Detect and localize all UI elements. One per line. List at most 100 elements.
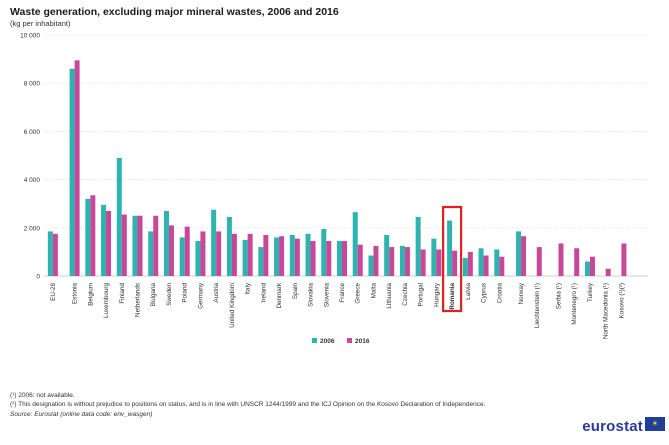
bar-2016: [605, 268, 611, 276]
bar-2016: [452, 250, 458, 276]
bar-2016: [436, 249, 442, 276]
chart-subtitle: (kg per inhabitant): [10, 19, 71, 28]
bar-2016: [420, 249, 426, 276]
bar-2006: [431, 238, 437, 276]
x-tick-label: Belgium: [87, 283, 94, 306]
bar-2016: [294, 238, 300, 276]
eurostat-logo: eurostat: [582, 418, 643, 435]
x-tick-label: Greece: [355, 283, 362, 304]
x-tick-label: Malta: [370, 283, 377, 299]
bar-2016: [279, 236, 285, 276]
x-tick-label: Latvia: [465, 283, 472, 300]
chart-title: Waste generation, excluding major minera…: [10, 6, 339, 18]
x-tick-label: Norway: [518, 282, 525, 304]
bar-2016: [74, 60, 80, 277]
footnote-1: (¹) 2006: not available.: [10, 392, 75, 399]
x-tick-label: Slovakia: [308, 283, 315, 307]
bar-2016: [389, 247, 395, 276]
bar-2016: [483, 255, 489, 276]
x-tick-label: France: [339, 283, 346, 303]
bar-2016: [404, 247, 410, 276]
x-tick-label: Netherlands: [135, 283, 142, 317]
bar-2006: [462, 257, 468, 276]
x-tick-label: Hungary: [433, 282, 440, 307]
bar-2006: [211, 209, 217, 276]
bar-2016: [467, 251, 473, 276]
x-tick-label: United Kingdom: [229, 283, 236, 328]
bar-2006: [226, 216, 232, 276]
source-note: Source: Eurostat (online data code: env_…: [10, 410, 153, 418]
bar-2016: [121, 214, 127, 276]
x-tick-label: Estonia: [72, 283, 79, 305]
bar-2006: [195, 241, 201, 276]
bar-2016: [168, 225, 174, 276]
bar-2006: [274, 237, 280, 276]
legend-swatch-2016: [347, 338, 352, 343]
bar-2016: [310, 241, 316, 276]
x-tick-label: Turkey: [587, 282, 594, 302]
x-tick-label: Finland: [119, 283, 126, 304]
bar-2016: [184, 226, 190, 276]
bar-2016: [342, 241, 348, 276]
x-tick-label: Croatia: [496, 283, 503, 304]
footnotes: (¹) 2006: not available. (²) This design…: [10, 391, 485, 419]
x-tick-label: Lithuania: [386, 283, 393, 309]
x-tick-label: North Macedonia (¹): [603, 283, 610, 339]
bar-2006: [242, 239, 248, 276]
bar-2016: [106, 210, 112, 276]
x-tick-label: Bulgaria: [150, 283, 157, 307]
bar-chart: 0 2 000 4 000 6 000 8 000 10 000 EU-28 Estonia B…: [20, 33, 648, 345]
bar-2016: [499, 256, 505, 276]
bar-2016: [536, 247, 542, 276]
x-tick-label: Czechia: [402, 283, 409, 306]
bar-2006: [163, 210, 169, 276]
x-tick-label: EU-28: [50, 283, 57, 301]
bar-2016: [574, 248, 580, 276]
bar-2006: [258, 247, 264, 276]
bar-2006: [47, 231, 53, 276]
legend-label-2006: 2006: [320, 338, 335, 345]
y-tick-label: 0: [36, 274, 40, 281]
x-tick-label: Denmark: [276, 282, 283, 308]
bar-2016: [200, 231, 206, 276]
bar-2006: [305, 233, 311, 276]
x-tick-label: Kosovo (¹)(²): [618, 283, 625, 318]
y-tick-label: 4 000: [24, 177, 41, 184]
x-tick-label: Germany: [197, 282, 204, 309]
bar-2016: [216, 231, 222, 276]
bar-2016: [153, 215, 159, 276]
eu-flag-icon: ✶: [645, 417, 665, 431]
bar-2016: [521, 236, 527, 276]
bar-2006: [321, 229, 327, 276]
bar-2006: [399, 245, 405, 276]
bar-2006: [148, 231, 154, 276]
x-tick-label: Romania: [449, 283, 456, 310]
bar-2006: [584, 261, 590, 276]
bar-2016: [52, 233, 58, 276]
highlight-box: [442, 205, 463, 313]
bar-2006: [352, 212, 358, 276]
bar-2016: [231, 233, 237, 276]
bar-2006: [384, 235, 390, 276]
bar-2006: [447, 220, 453, 276]
x-tick-label: Austria: [213, 283, 220, 303]
bar-2016: [589, 256, 595, 276]
x-tick-label: Portugal: [418, 283, 425, 306]
bar-2006: [132, 215, 138, 276]
bar-2006: [337, 241, 343, 276]
x-tick-label: Sweden: [166, 283, 173, 306]
x-tick-label: Montenegro (¹): [571, 283, 578, 325]
bar-2016: [558, 243, 564, 276]
bar-2016: [90, 195, 96, 276]
x-tick-label: Liechtenstein (¹): [534, 283, 541, 328]
bar-2016: [357, 244, 363, 276]
x-tick-label: Italy: [245, 282, 252, 294]
x-tick-label: Slovenia: [323, 283, 330, 308]
bar-2016: [373, 245, 379, 276]
bar-2016: [137, 215, 143, 276]
x-tick-label: Serbia (¹): [555, 283, 562, 309]
x-tick-label: Spain: [292, 283, 299, 300]
y-tick-label: 10 000: [20, 33, 40, 40]
bar-2006: [289, 235, 295, 276]
y-tick-label: 6 000: [24, 129, 41, 136]
